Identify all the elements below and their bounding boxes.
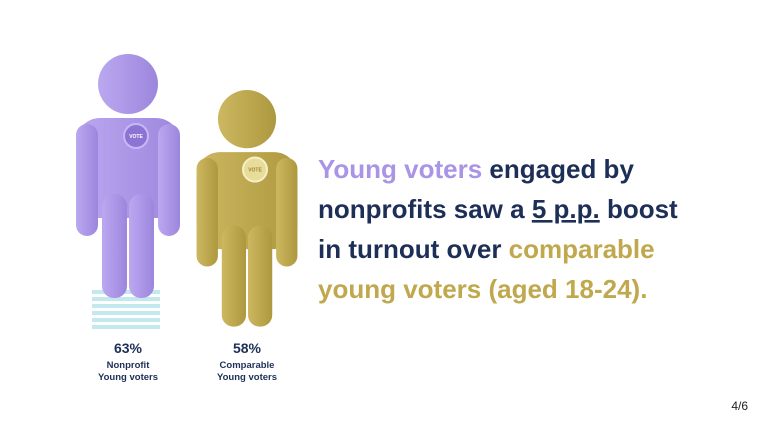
headline-segment: boost [600,194,678,224]
headline-segment: Young voters [318,154,482,184]
head [98,54,158,114]
torso [196,152,298,250]
leg [221,225,247,327]
arm [276,157,298,267]
figure-value: 63% [114,340,143,356]
vote-badge [242,156,268,183]
headline-segment: in turnout over [318,234,509,264]
vote-badge [123,123,149,149]
person-icon: VOTE [196,90,298,327]
person-icon: VOTE [76,54,180,298]
head [217,90,277,149]
torso [76,118,180,218]
stack [92,290,160,329]
leg [247,225,273,327]
leg [102,194,127,298]
page-number: 4/6 [731,399,748,413]
headline-segment: nonprofits saw a [318,194,532,224]
headline-segment: engaged by [482,154,634,184]
headline: Young voters engaged by nonprofits saw a … [318,154,678,304]
vote-badge-text: VOTE [129,134,143,140]
figure-value: 58% [233,340,262,356]
arm [158,124,180,236]
arm [196,157,218,267]
arm [76,124,98,236]
headline-segment: young voters (aged 18-24). [318,274,647,304]
headline-segment: comparable [509,234,655,264]
figure-label: Nonprofit [107,360,151,371]
figure-label: Comparable [220,360,275,371]
vote-badge-text: VOTE [248,168,262,174]
figure-label: Young voters [98,372,158,383]
leg [129,194,154,298]
figure-label: Young voters [217,372,277,383]
headline-segment: 5 p.p. [532,194,600,224]
